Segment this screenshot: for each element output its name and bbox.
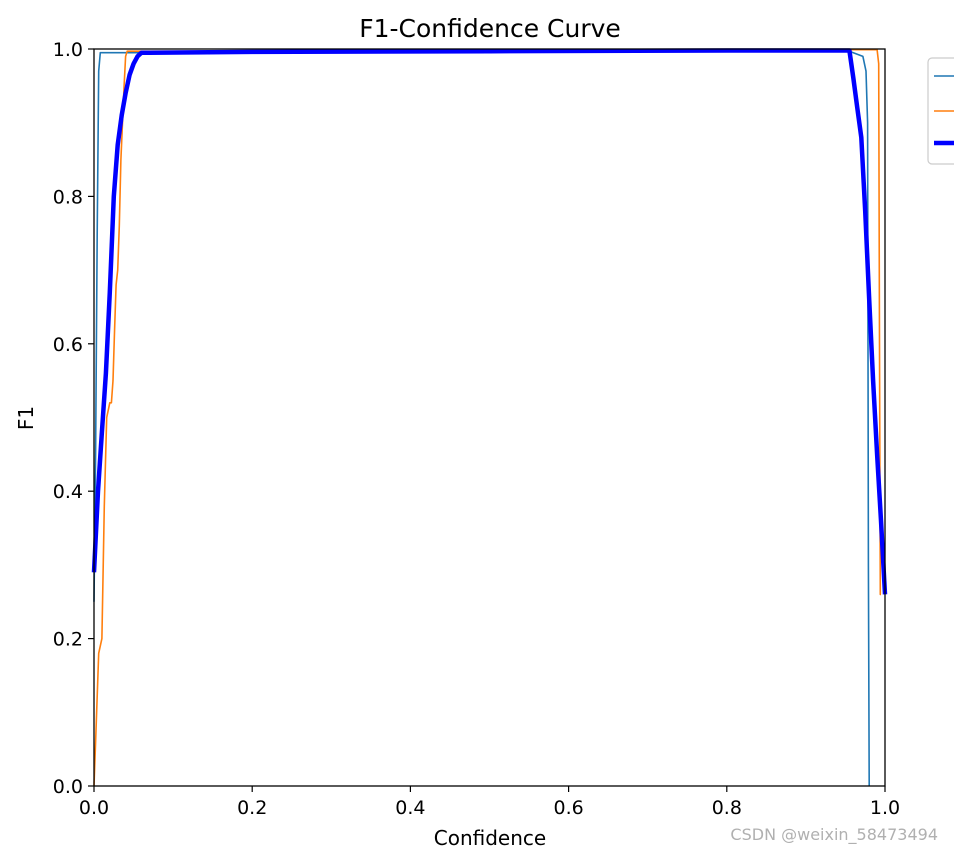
series-line-3 [91,48,888,595]
y-tick-label: 0.2 [53,629,83,651]
x-tick-label: 0.6 [553,797,583,819]
y-tick-label: 0.0 [53,776,83,798]
x-axis-label: Confidence [434,826,546,850]
x-tick-label: 0.8 [712,797,742,819]
legend [927,57,954,165]
x-tick-label: 0.0 [79,797,109,819]
x-axis-ticks: 0.0 0.2 0.4 0.6 0.8 1.0 [79,786,900,819]
x-tick-label: 0.4 [395,797,425,819]
watermark: CSDN @weixin_58473494 [730,825,938,845]
x-tick-label: 1.0 [870,797,900,819]
series-line-2 [93,48,882,787]
y-axis-ticks: 0.0 0.2 0.4 0.6 0.8 1.0 [53,39,94,798]
chart-title: F1-Confidence Curve [359,14,621,43]
y-tick-label: 0.8 [53,186,83,208]
plot-lines [91,48,888,787]
y-axis-label: F1 [14,406,38,430]
y-tick-label: 0.6 [53,334,83,356]
x-tick-label: 0.2 [237,797,267,819]
y-tick-label: 1.0 [53,39,83,61]
plot-frame [93,48,886,787]
y-tick-label: 0.4 [53,481,83,503]
